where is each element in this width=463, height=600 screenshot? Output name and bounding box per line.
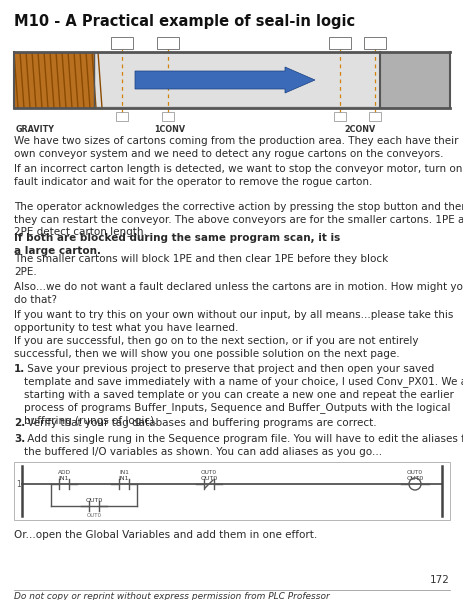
Text: If both are blocked during the same program scan, it is
a large carton.: If both are blocked during the same prog… bbox=[14, 233, 339, 256]
Text: The operator acknowledges the corrective action by pressing the stop button and : The operator acknowledges the corrective… bbox=[14, 202, 463, 237]
Text: 1.: 1. bbox=[14, 364, 25, 374]
FancyArrow shape bbox=[135, 67, 314, 93]
Text: 172: 172 bbox=[429, 575, 449, 585]
Text: 2PE: 2PE bbox=[161, 40, 174, 46]
Text: IN1: IN1 bbox=[119, 476, 129, 481]
Text: OUT0: OUT0 bbox=[86, 513, 101, 518]
Bar bbox=[14, 52, 449, 108]
Text: Add this single rung in the Sequence program file. You will have to edit the ali: Add this single rung in the Sequence pro… bbox=[24, 434, 463, 457]
Text: 1: 1 bbox=[16, 480, 21, 489]
Text: 1PE: 1PE bbox=[115, 40, 128, 46]
Text: We have two sizes of cartons coming from the production area. They each have the: We have two sizes of cartons coming from… bbox=[14, 136, 457, 158]
Text: If an incorrect carton length is detected, we want to stop the conveyor motor, t: If an incorrect carton length is detecte… bbox=[14, 164, 463, 187]
Text: IN1: IN1 bbox=[119, 470, 129, 475]
Bar bbox=[333, 112, 345, 121]
Bar bbox=[156, 37, 179, 49]
Text: Or...open the Global Variables and add them in one effort.: Or...open the Global Variables and add t… bbox=[14, 530, 317, 540]
Text: OUT0: OUT0 bbox=[406, 470, 422, 475]
Text: ADD: ADD bbox=[57, 470, 70, 475]
Text: GRAVITY: GRAVITY bbox=[16, 125, 55, 134]
Text: Do not copy or reprint without express permission from PLC Professor: Do not copy or reprint without express p… bbox=[14, 592, 329, 600]
Bar bbox=[328, 37, 350, 49]
Bar bbox=[368, 112, 380, 121]
Text: Also...we do not want a fault declared unless the cartons are in motion. How mig: Also...we do not want a fault declared u… bbox=[14, 282, 463, 305]
Bar bbox=[111, 37, 133, 49]
Text: 3.: 3. bbox=[14, 434, 25, 444]
Bar bbox=[363, 37, 385, 49]
Text: 2.: 2. bbox=[14, 418, 25, 428]
Text: OUT0: OUT0 bbox=[406, 476, 423, 481]
Text: Verify that your tag databases and buffering programs are correct.: Verify that your tag databases and buffe… bbox=[24, 418, 376, 428]
Text: OUT0: OUT0 bbox=[85, 498, 102, 503]
Text: The smaller cartons will block 1PE and then clear 1PE before they block
2PE.: The smaller cartons will block 1PE and t… bbox=[14, 254, 388, 277]
Text: 3PE: 3PE bbox=[333, 40, 346, 46]
Text: If you are successful, then go on to the next section, or if you are not entirel: If you are successful, then go on to the… bbox=[14, 336, 418, 359]
Text: If you want to try this on your own without our input, by all means...please tak: If you want to try this on your own with… bbox=[14, 310, 452, 332]
Text: OUT0: OUT0 bbox=[200, 476, 217, 481]
Text: M10 - A Practical example of seal-in logic: M10 - A Practical example of seal-in log… bbox=[14, 14, 354, 29]
Bar bbox=[94, 54, 447, 106]
Text: 2CONV: 2CONV bbox=[343, 125, 375, 134]
Bar bbox=[162, 112, 174, 121]
Text: Save your previous project to preserve that project and then open your saved
tem: Save your previous project to preserve t… bbox=[24, 364, 463, 426]
Bar bbox=[14, 52, 94, 108]
Bar bbox=[116, 112, 128, 121]
Text: 4PE: 4PE bbox=[368, 40, 381, 46]
Bar bbox=[14, 462, 449, 520]
Text: IN1: IN1 bbox=[59, 476, 69, 481]
Text: 1CONV: 1CONV bbox=[154, 125, 185, 134]
Text: OUT0: OUT0 bbox=[200, 470, 217, 475]
Bar bbox=[379, 52, 449, 108]
